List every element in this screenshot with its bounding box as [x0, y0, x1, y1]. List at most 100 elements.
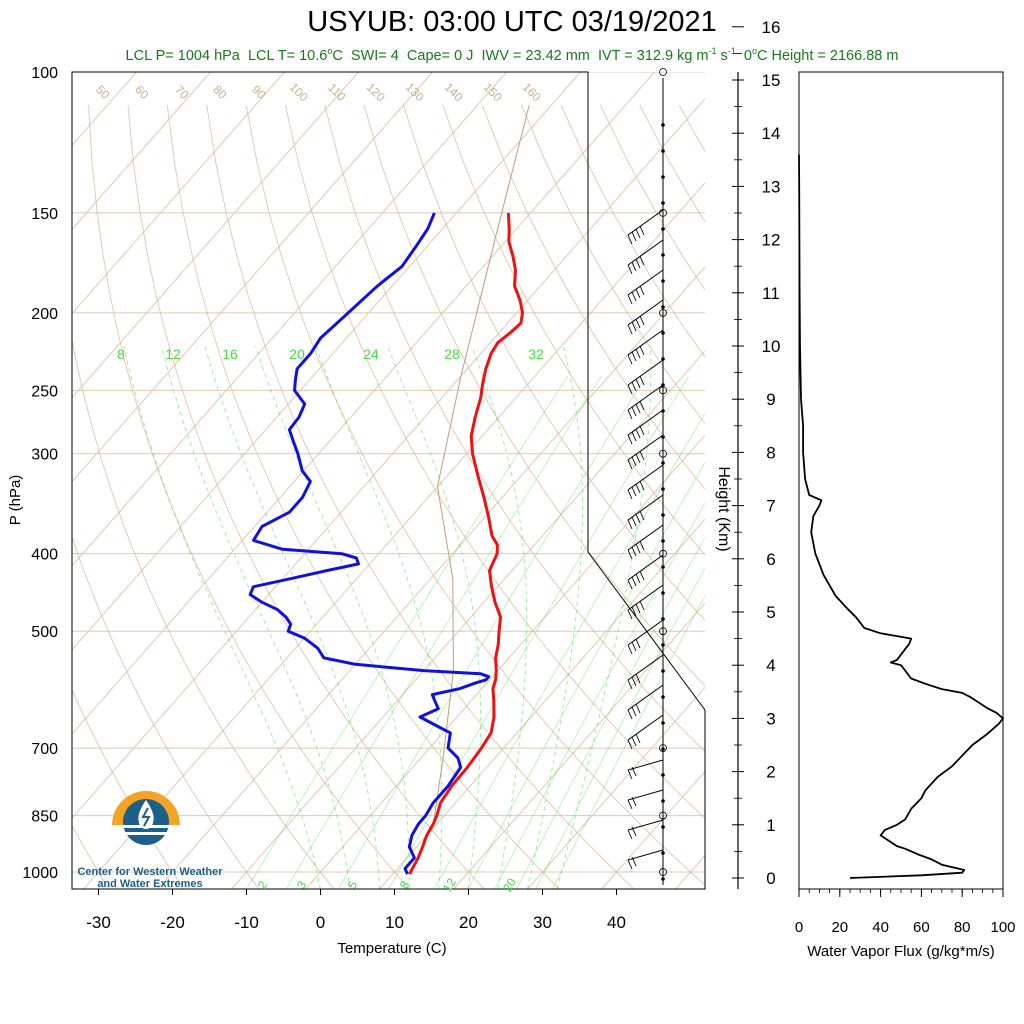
wind-barb-feather	[631, 576, 637, 587]
wind-barb-feather	[639, 375, 645, 386]
mixing-ratio-label: 20	[289, 346, 305, 362]
wind-barb	[627, 329, 664, 356]
wind-barb-feather	[635, 513, 641, 524]
lcl-t-unit: C	[332, 47, 343, 64]
temperature-profile	[408, 212, 524, 875]
wind-barb-feather	[639, 225, 645, 236]
logo-wave-2	[122, 832, 170, 835]
wind-barb-feather	[627, 709, 633, 720]
wind-barb-feather	[627, 829, 633, 840]
dry-adiabat	[718, 105, 1024, 889]
height-tick-label: 1	[766, 816, 775, 835]
height-tick-label: 2	[766, 763, 775, 782]
page-title: USYUB: 03:00 UTC 03/19/2021	[307, 6, 717, 38]
wind-level-ring	[659, 549, 667, 558]
wind-barb	[627, 714, 664, 741]
wind-level-dot	[661, 539, 665, 543]
wind-barb-feather	[635, 483, 641, 494]
wind-barb	[627, 269, 664, 296]
skewt-frame	[71, 71, 706, 890]
wind-barb-feather	[627, 459, 633, 470]
wind-barb-feather	[631, 321, 637, 332]
wind-barb	[627, 464, 664, 491]
x-tick-label: -30	[86, 913, 111, 932]
swi-stat: SWI= 4	[350, 47, 399, 64]
dry-adiabat	[758, 105, 1024, 889]
wind-level-dot	[661, 877, 665, 881]
isotherm-line	[72, 72, 581, 651]
wind-barb-feather	[631, 261, 637, 272]
lcl-t-stat: LCL T= 10.6	[247, 47, 328, 64]
wind-barb-feather	[635, 428, 641, 439]
dry-adiabat	[324, 104, 705, 753]
ivt-stat-s: s	[716, 47, 728, 64]
adiabat-label: 120	[364, 80, 388, 104]
isotherm-line	[72, 72, 211, 231]
wind-barb	[627, 849, 664, 861]
wind-barb-feather	[639, 400, 645, 411]
y-tick-label: 400	[31, 547, 58, 564]
wind-barb-feather	[631, 351, 637, 362]
height-tick-label: 12	[762, 231, 781, 250]
wind-barb-feather	[635, 403, 641, 414]
wind-barb-feather	[627, 434, 633, 445]
wind-barb-feather	[639, 570, 645, 581]
height-tick-label: 3	[766, 709, 775, 728]
wind-barb-feather	[631, 796, 637, 807]
wind-barb-feather	[627, 644, 633, 655]
wind-level-ring	[659, 811, 667, 820]
wind-level-dot	[661, 773, 665, 777]
adiabat-label: 50	[93, 82, 113, 102]
wind-barb-feather	[639, 345, 645, 356]
adiabat-label: 60	[132, 82, 152, 102]
wind-barb-feather	[639, 540, 645, 551]
dry-adiabat	[88, 105, 410, 889]
wind-level-dot	[661, 201, 665, 205]
wind-barb-feather	[627, 769, 633, 780]
wind-barb-feather	[631, 516, 637, 527]
wind-barb	[627, 494, 664, 521]
parcel-path	[409, 104, 530, 875]
height-tick-label: 9	[766, 390, 775, 409]
moist-adiabat	[387, 345, 481, 889]
wind-level-dot	[661, 747, 665, 751]
wind-barb-feather	[631, 826, 637, 837]
height-axis-label: Height (Km)	[715, 466, 732, 551]
wind-barb	[627, 759, 664, 771]
logo-drop-icon	[138, 800, 154, 829]
x-tick-label: -20	[160, 913, 185, 932]
isotherm-line	[72, 72, 507, 567]
zero-height-stat-a: 0	[743, 47, 752, 64]
wind-barb-feather	[635, 288, 641, 299]
wind-level-ring	[659, 68, 667, 76]
mixing-ratio-line	[467, 461, 705, 889]
flux-x-tick-label: 60	[913, 919, 930, 936]
wind-barb-feather	[631, 291, 637, 302]
wind-barb-feather	[631, 706, 637, 717]
wind-barb-feather	[639, 600, 645, 611]
wind-barb-feather	[635, 453, 641, 464]
wind-barb-feather	[627, 549, 633, 560]
isotherm-line	[72, 72, 655, 735]
mixing-ratio-label: 12	[165, 346, 181, 362]
wind-barb-feather	[627, 519, 633, 530]
adiabat-label: 130	[403, 80, 427, 104]
wind-barb-feather	[639, 510, 645, 521]
wind-barb-feather	[627, 264, 633, 275]
wind-barb-feather	[627, 234, 633, 245]
adiabat-label: 150	[481, 80, 505, 104]
wind-level-dot	[661, 305, 665, 309]
dry-adiabat	[403, 104, 705, 621]
wind-barb-feather	[631, 641, 637, 652]
height-tick-label: 14	[762, 124, 781, 143]
wind-barb-feather	[627, 294, 633, 305]
dry-adiabat	[442, 104, 705, 556]
moist-adiabat	[527, 345, 583, 889]
y-tick-label: 700	[31, 741, 58, 758]
wind-level-dot	[661, 123, 665, 127]
dry-adiabat	[206, 105, 635, 889]
wind-barb-feather	[635, 258, 641, 269]
isotherm-line	[157, 266, 705, 889]
ivt-stat: IVT = 312.9 kg m	[597, 47, 709, 64]
mixing-ratio-line	[285, 376, 602, 889]
